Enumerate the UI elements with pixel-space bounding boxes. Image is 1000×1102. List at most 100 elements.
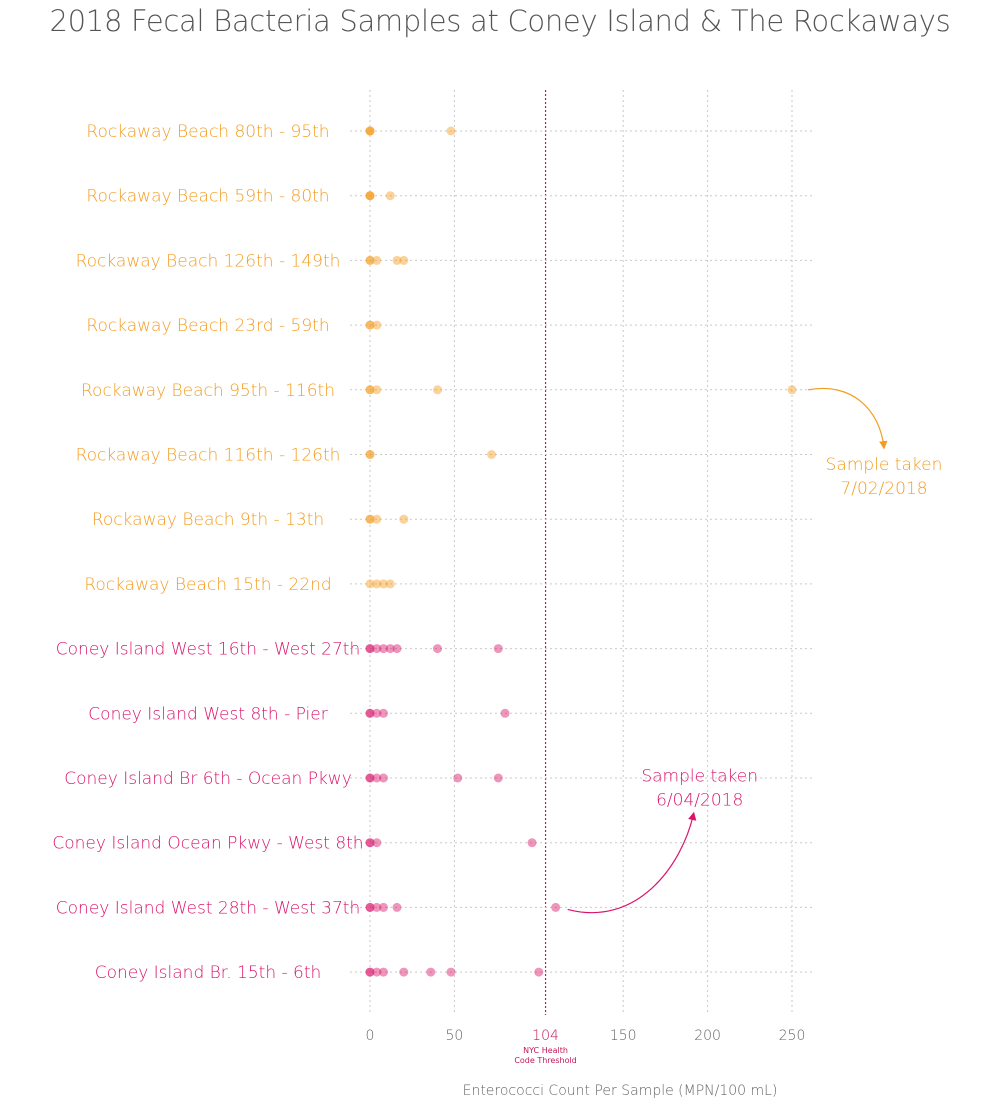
data-point (399, 255, 409, 265)
data-point (365, 320, 375, 330)
category-label: Coney Island Br 6th - Ocean Pkwy (64, 769, 352, 789)
data-point (385, 191, 395, 201)
data-point (365, 838, 375, 848)
x-axis-label: Enterococci Count Per Sample (MPN/100 mL… (463, 1083, 778, 1099)
data-point (527, 838, 537, 848)
data-point (365, 902, 375, 912)
data-point (365, 773, 375, 783)
category-label: Coney Island Ocean Pkwy - West 8th (52, 834, 363, 854)
data-point (787, 385, 797, 395)
category-label: Coney Island Br. 15th - 6th (95, 963, 322, 983)
annotation-arrow (807, 387, 888, 450)
data-point (433, 644, 443, 654)
x-tick-label: 0 (366, 1028, 375, 1044)
category-label: Coney Island West 16th - West 27th (56, 640, 360, 660)
data-point (379, 644, 389, 654)
data-point (365, 191, 375, 201)
data-point (487, 450, 497, 459)
data-point (372, 514, 382, 524)
data-point (372, 967, 382, 977)
category-label: Rockaway Beach 9th - 13th (92, 510, 324, 530)
category-label: Rockaway Beach 95th - 116th (81, 381, 335, 401)
threshold-value-label: 104 (532, 1028, 559, 1044)
annotation-line-2: 7/02/2018 (840, 479, 927, 499)
data-point (365, 967, 375, 977)
data-point (379, 708, 389, 718)
chart-title: 2018 Fecal Bacteria Samples at Coney Isl… (49, 4, 951, 38)
data-point (446, 126, 456, 136)
data-point (379, 902, 389, 912)
data-point (379, 773, 389, 783)
data-point (365, 385, 375, 395)
data-point (365, 708, 375, 718)
data-point (392, 902, 402, 912)
annotation-line-1: Sample taken (826, 455, 943, 475)
category-label: Coney Island West 8th - Pier (88, 704, 327, 724)
category-label: Coney Island West 28th - West 37th (56, 898, 360, 918)
data-point (372, 385, 382, 395)
data-point (493, 773, 503, 783)
data-point (365, 126, 375, 136)
data-point (365, 644, 375, 654)
data-point (372, 708, 382, 718)
data-point (372, 320, 382, 330)
data-point (372, 838, 382, 848)
data-point (365, 514, 375, 524)
x-tick-label: 200 (694, 1028, 721, 1044)
data-point (365, 514, 375, 524)
data-point (453, 773, 463, 783)
data-point (365, 126, 375, 136)
data-point (379, 579, 389, 589)
data-point (500, 708, 510, 718)
data-point (365, 708, 375, 718)
data-point (372, 902, 382, 912)
category-label: Rockaway Beach 15th - 22nd (84, 575, 331, 595)
category-label: Rockaway Beach 80th - 95th (86, 122, 329, 142)
annotation-arrow (567, 811, 697, 914)
data-point (365, 255, 375, 265)
x-tick-label: 250 (779, 1028, 806, 1044)
data-point (365, 902, 375, 912)
data-point (379, 967, 389, 977)
data-point (551, 902, 561, 912)
data-point (399, 967, 409, 977)
threshold-sublabel-1: NYC Health (523, 1046, 568, 1055)
annotation-line-1: Sample taken (641, 766, 758, 786)
data-point (365, 191, 375, 201)
annotation-line-2: 6/04/2018 (656, 790, 743, 810)
data-point (385, 579, 395, 589)
data-point (372, 579, 382, 589)
data-point (365, 773, 375, 783)
data-point (365, 450, 375, 459)
category-label: Rockaway Beach 23rd - 59th (86, 316, 329, 336)
data-point (372, 255, 382, 265)
data-point (385, 644, 395, 654)
data-point (365, 126, 375, 136)
x-tick-label: 50 (445, 1028, 463, 1044)
data-point (365, 579, 375, 589)
data-point (365, 255, 375, 265)
data-point (372, 644, 382, 654)
data-point (365, 320, 375, 330)
data-point (446, 967, 456, 977)
threshold-sublabel-2: Code Threshold (514, 1056, 576, 1065)
data-point (372, 773, 382, 783)
data-point (399, 514, 409, 524)
data-point (365, 838, 375, 848)
data-point (365, 450, 375, 459)
category-label: Rockaway Beach 59th - 80th (86, 187, 329, 207)
data-point (392, 644, 402, 654)
data-point (534, 967, 544, 977)
data-point (493, 644, 503, 654)
category-label: Rockaway Beach 126th - 149th (76, 251, 341, 271)
x-tick-label: 150 (610, 1028, 637, 1044)
category-label: Rockaway Beach 116th - 126th (76, 446, 341, 466)
data-point (426, 967, 436, 977)
data-point (365, 385, 375, 395)
data-point (365, 644, 375, 654)
data-point (365, 967, 375, 977)
data-point (392, 255, 402, 265)
data-point (365, 191, 375, 201)
data-point (433, 385, 443, 395)
